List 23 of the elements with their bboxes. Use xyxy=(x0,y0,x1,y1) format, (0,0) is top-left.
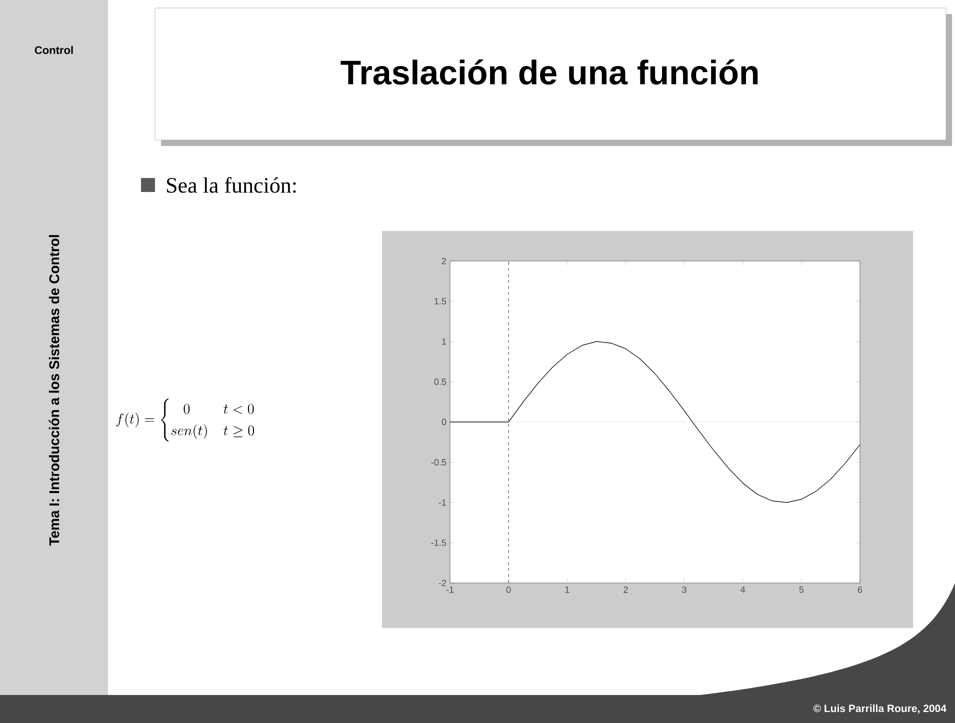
y-tick-label: -2 xyxy=(438,580,446,586)
x-tick-label: 0 xyxy=(506,586,511,593)
x-tick-label: -1 xyxy=(446,586,454,593)
y-tick-label: -1.5 xyxy=(431,540,446,546)
x-tick-label: 2 xyxy=(624,586,628,593)
y-tick-label: 1 xyxy=(442,338,446,345)
x-tick-label: 5 xyxy=(799,586,804,593)
y-tick-label: 0 xyxy=(442,418,446,426)
text: © Luis Parrilla Roure, 2004 xyxy=(813,704,946,714)
x-tick-label: 4 xyxy=(740,586,746,593)
y-tick-label: -1 xyxy=(438,499,446,506)
y-tick-label: 0.5 xyxy=(434,378,446,385)
chart-title: Traslación de una función xyxy=(340,59,758,85)
text: Tema I: Introducción a los Sistemas de Control xyxy=(48,235,60,546)
text: $f(t)=\begin{cases}\ \ \ 0 & t<0\\ sen(t) & t\geq 0\end{cases}$ xyxy=(116,398,254,442)
text: Sea la función: xyxy=(167,177,296,193)
text: Control xyxy=(34,46,73,54)
y-tick-label: -0.5 xyxy=(431,459,446,466)
y-tick-label: 1.5 xyxy=(434,298,446,304)
x-tick-label: 1 xyxy=(565,586,570,593)
x-tick-label: 6 xyxy=(858,586,862,593)
x-tick-label: 3 xyxy=(682,586,686,593)
y-tick-label: 2 xyxy=(442,258,446,264)
